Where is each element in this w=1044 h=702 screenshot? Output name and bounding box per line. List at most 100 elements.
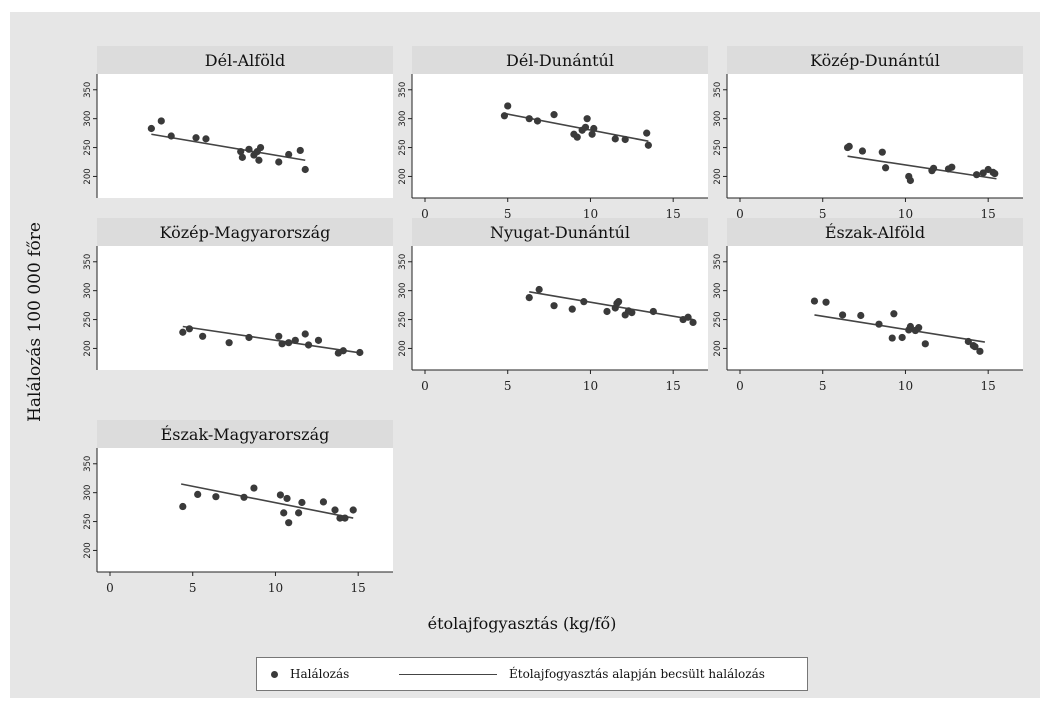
y-tick-label: 200 [713,168,723,184]
x-tick-label: 10 [268,581,283,595]
data-point [644,141,652,149]
legend-item-fit-line: Étolajfogyasztás alapján becsült haláloz… [399,667,765,681]
y-tick-label: 350 [398,254,408,270]
data-point [157,117,165,125]
panel-nyugat-dunántúl: Nyugat-Dunántúl 200 250 300 350 0 5 10 15 [398,218,708,393]
data-point [202,135,210,143]
data-point [643,129,651,137]
panel-header [97,218,393,246]
data-point [858,147,867,155]
data-point [238,153,246,161]
y-axis-title-text: Halálozás 100 000 főre [25,222,45,422]
x-tick-label: 10 [583,379,598,393]
y-tick-label: 300 [398,111,408,127]
data-point [298,498,306,507]
x-tick-label: 0 [736,207,744,221]
data-point [628,309,636,317]
y-tick-label: 300 [83,283,93,299]
data-point [167,132,175,140]
data-point [237,148,245,156]
data-point [921,340,929,348]
data-point [915,324,923,332]
fit-line [529,291,694,321]
data-point [331,506,339,514]
panel-plot-area [97,448,393,572]
panel-plot-area [727,74,1023,198]
data-point [906,322,915,331]
data-point [550,111,558,119]
y-tick-label: 250 [713,139,723,155]
panel-header [412,218,708,246]
y-tick-label: 250 [713,311,723,327]
y-tick-label: 250 [83,139,93,155]
data-point [275,332,283,340]
data-point [179,328,187,336]
y-tick-label: 350 [713,82,723,98]
panel-észak-magyarország: Észak-Magyarország 200 250 300 350 0 5 10 15 [83,420,393,595]
data-point [199,332,207,340]
data-point [336,514,344,522]
data-point [878,148,886,156]
data-point [888,334,896,342]
data-point [240,493,248,501]
data-point [611,135,619,143]
panel-dél-alföld: Dél-Alföld 200 250 300 350 [83,46,393,198]
y-tick-label: 200 [83,168,93,184]
y-tick-label: 350 [398,82,408,98]
fit-line [847,155,997,180]
x-axis-title: étolajfogyasztás (kg/fő) [427,614,617,633]
y-tick-label: 350 [83,456,93,472]
panel-dél-dunántúl: Dél-Dunántúl 200 250 300 350 0 5 10 15 [398,46,708,221]
panel-plot-area [412,246,708,370]
data-point [301,330,309,338]
x-tick-label: 0 [736,379,744,393]
data-point [991,169,999,178]
data-point [319,498,328,506]
panel-észak-alföld: Észak-Alföld 200 250 300 350 0 5 10 15 [713,218,1023,393]
data-point [898,333,906,342]
panel-title: Észak-Magyarország [161,424,330,444]
panel-header [97,420,393,448]
y-tick-label: 300 [83,111,93,127]
x-tick-label: 10 [898,379,913,393]
data-point [245,145,253,153]
y-tick-label: 350 [83,82,93,98]
legend: Halálozás Étolajfogyasztás alapján becsü… [256,657,808,691]
data-point [573,133,581,141]
y-tick-label: 200 [83,340,93,356]
x-tick-label: 5 [504,379,512,393]
x-tick-label: 5 [819,379,827,393]
panel-header [412,46,708,74]
panel-title: Közép-Magyarország [160,223,331,242]
data-point [185,325,194,333]
data-point [285,519,293,527]
data-point [948,163,956,171]
data-point [588,130,596,138]
y-tick-label: 200 [83,542,93,558]
panel-header [97,46,393,74]
panel-közép-dunántúl: Közép-Dunántúl 200 250 300 350 0 5 10 15 [713,46,1023,221]
data-point [225,339,233,347]
data-point [689,318,697,327]
y-tick-label: 300 [398,283,408,299]
panel-title: Észak-Alföld [825,222,925,242]
data-point [964,337,972,346]
y-tick-label: 300 [713,111,723,127]
panel-header [727,218,1023,246]
data-point [283,494,291,503]
data-point [356,348,364,357]
data-point [285,339,293,347]
panel-közép-magyarország: Közép-Magyarország 200 250 300 350 [83,218,393,370]
data-point [245,333,253,342]
x-tick-label: 5 [189,581,197,595]
data-point [304,341,313,349]
x-tick-label: 15 [351,581,366,595]
fit-line [814,314,985,343]
x-tick-label: 0 [421,207,429,221]
legend-item-points: Halálozás [271,667,349,681]
data-point [192,134,200,142]
y-tick-label: 250 [83,311,93,327]
x-tick-label: 15 [981,379,996,393]
legend-points-label: Halálozás [290,667,350,681]
